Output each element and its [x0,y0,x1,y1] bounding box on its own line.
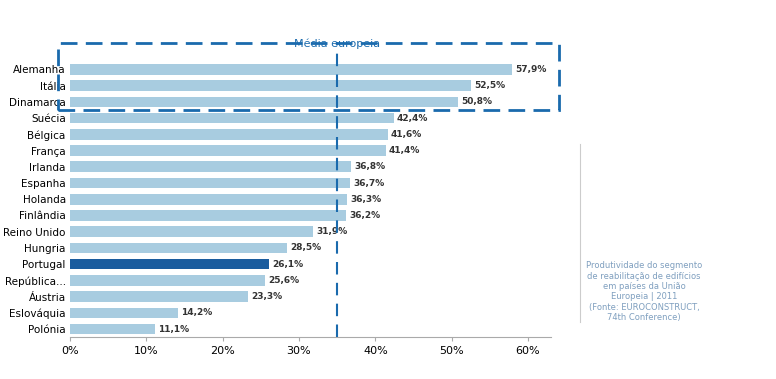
Text: Produtividade do segmento
de reabilitação de edifícios
em países da União
Europe: Produtividade do segmento de reabilitaçã… [586,261,702,322]
Text: 31,9%: 31,9% [317,227,348,236]
Text: Média europeia: Média europeia [294,38,380,49]
Bar [70,194,347,205]
Text: 23,3%: 23,3% [251,292,282,301]
Bar [70,80,471,91]
Text: 25,6%: 25,6% [268,276,300,285]
Bar [70,259,269,269]
Bar [70,129,387,139]
Text: 28,5%: 28,5% [290,243,322,252]
Text: 41,4%: 41,4% [389,146,421,155]
Text: 14,2%: 14,2% [182,309,213,318]
Bar [70,275,265,286]
Text: 52,5%: 52,5% [474,81,505,90]
Bar [70,324,154,335]
Text: 36,8%: 36,8% [354,162,385,171]
Bar [70,64,512,75]
Text: 42,4%: 42,4% [397,114,428,122]
Bar [70,97,458,107]
Bar [70,178,350,188]
Bar [70,113,393,123]
Text: 36,7%: 36,7% [353,179,384,188]
Text: 36,3%: 36,3% [350,195,381,204]
Text: 57,9%: 57,9% [515,65,546,74]
Bar [70,243,287,253]
Bar [70,308,178,318]
Text: 41,6%: 41,6% [390,130,422,139]
Bar [70,226,314,237]
Text: 11,1%: 11,1% [158,325,189,334]
Text: 26,1%: 26,1% [272,260,303,269]
Bar [70,145,386,156]
Bar [70,161,351,172]
Text: 50,8%: 50,8% [461,97,492,106]
Text: 36,2%: 36,2% [349,211,380,220]
Bar [70,291,248,302]
Bar [70,210,346,221]
